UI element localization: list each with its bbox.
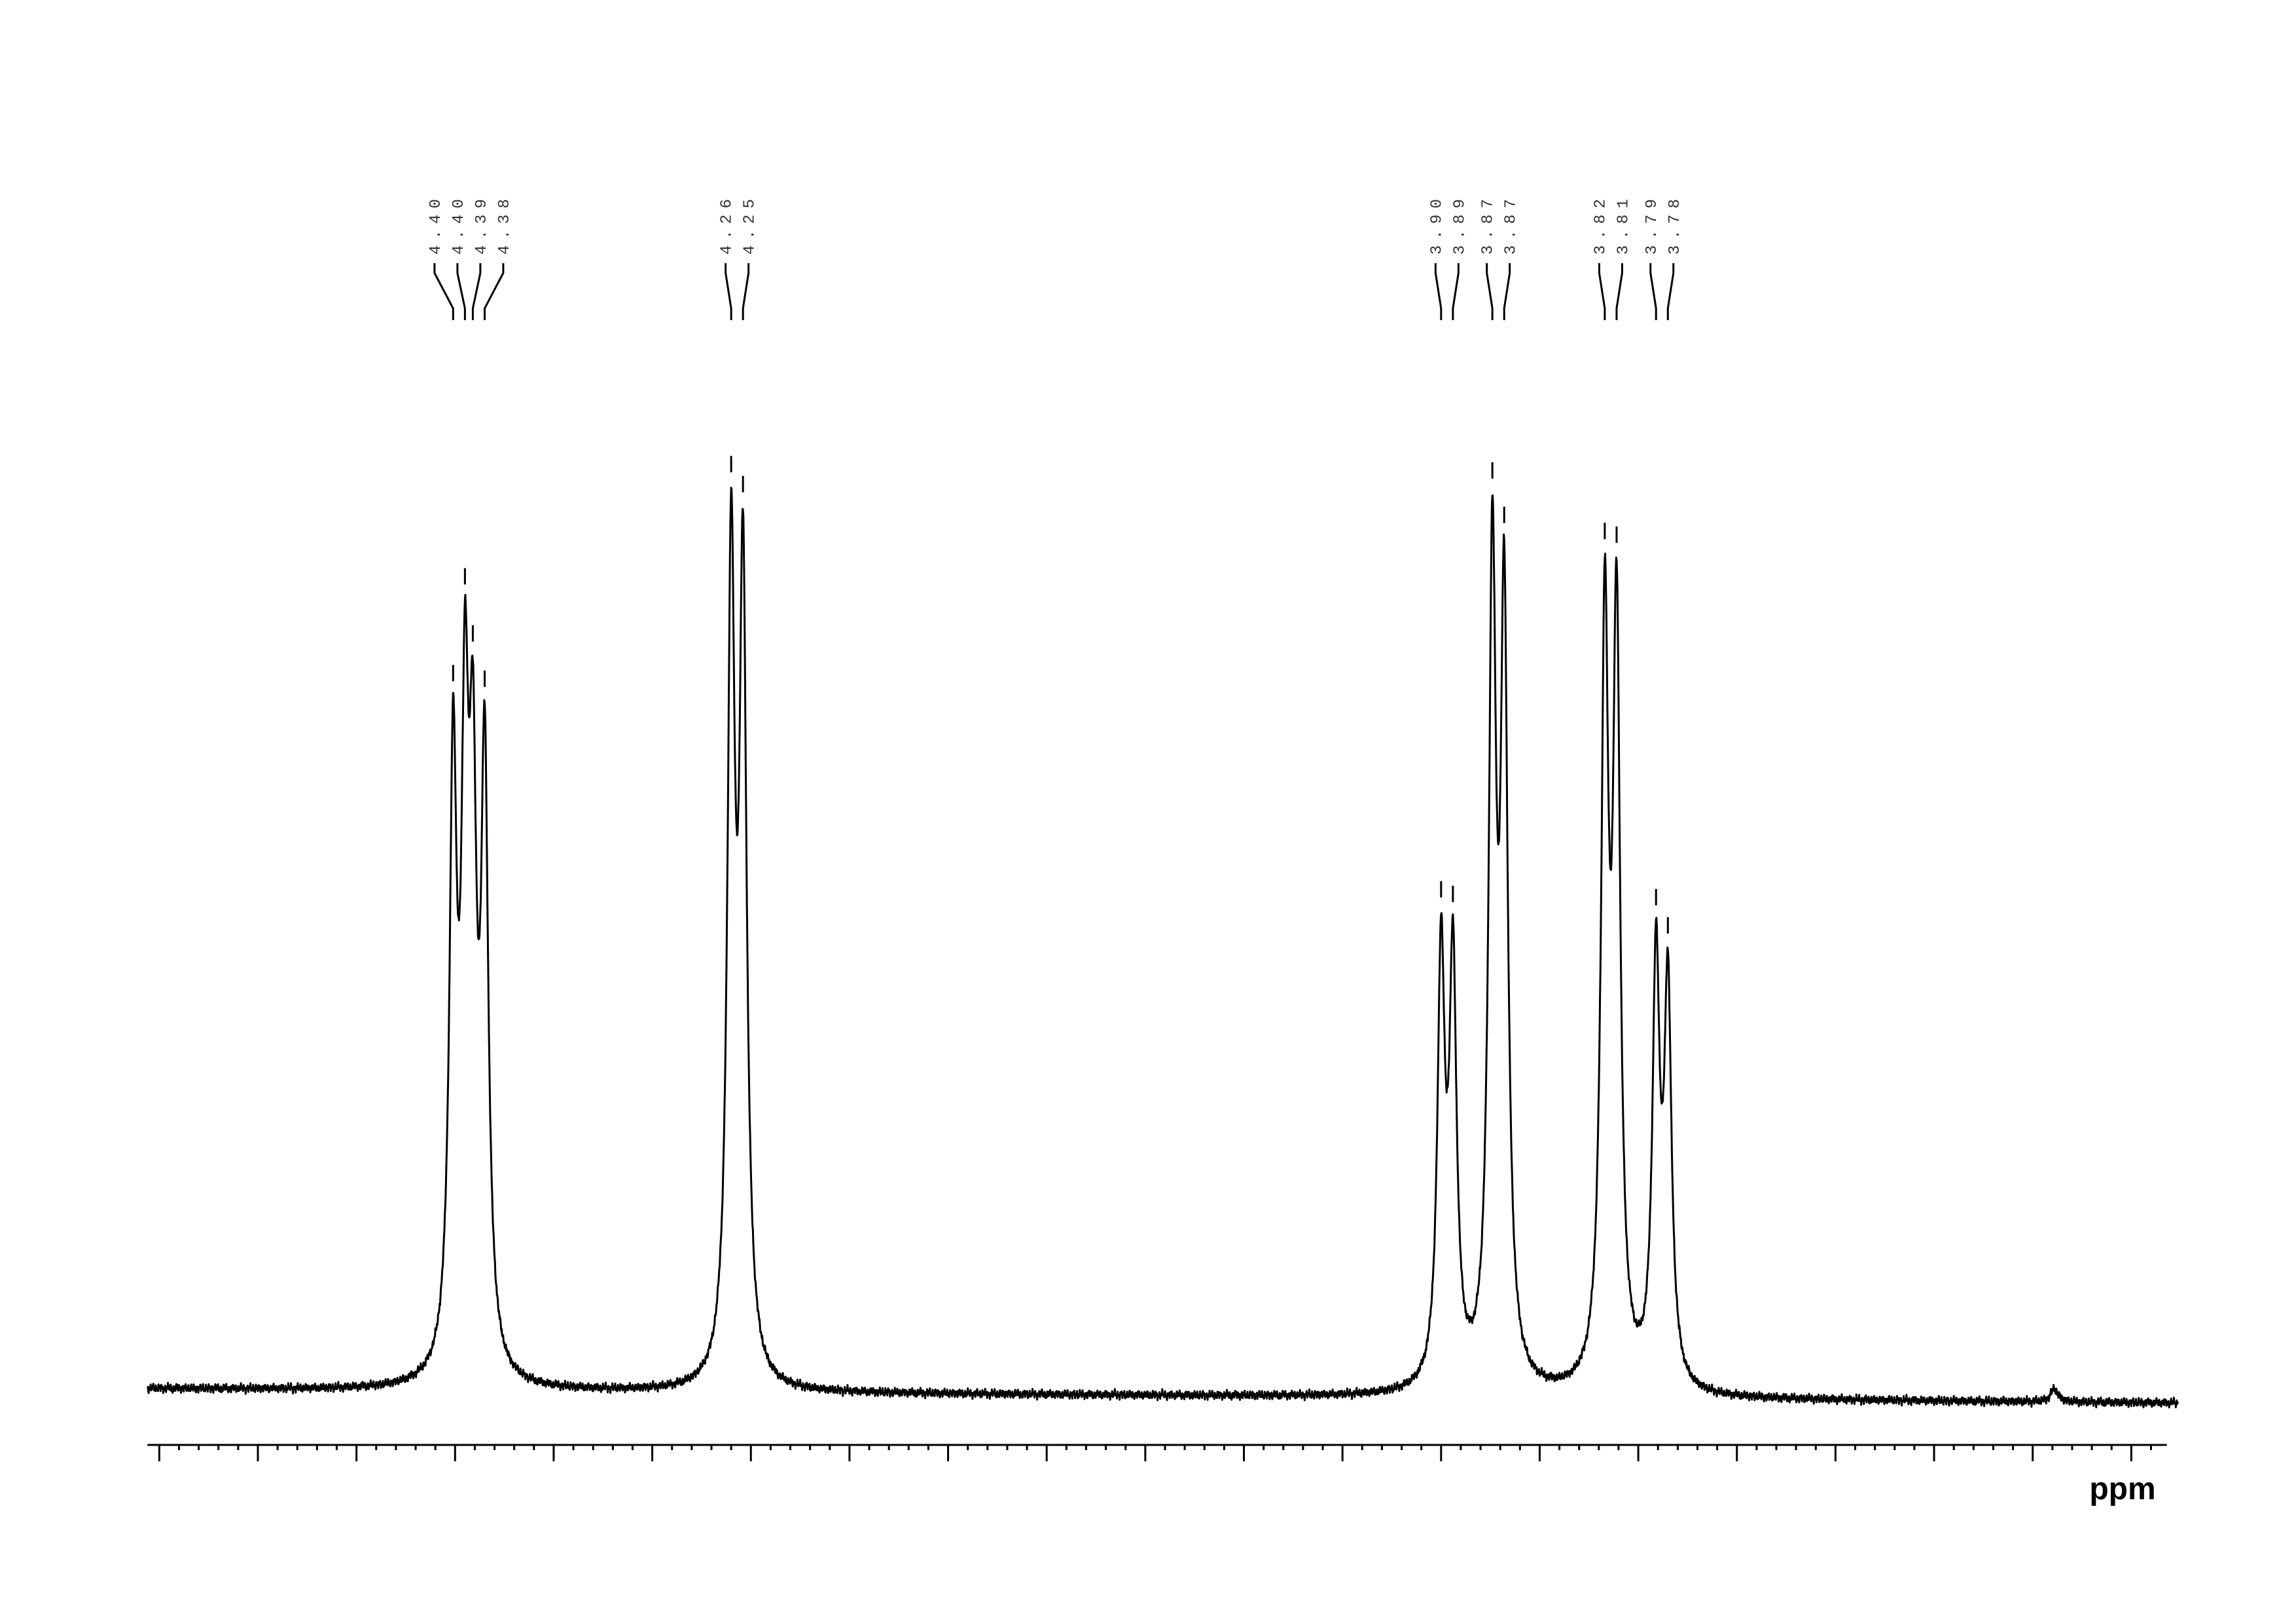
peak-label: 3.87	[1480, 199, 1498, 255]
peak-markers	[452, 456, 1669, 934]
spectrum-line	[147, 486, 2179, 1409]
peak-label: 3.89	[1451, 199, 1469, 255]
peak-label-connector	[1486, 263, 1494, 320]
peak-labels: 4.40 4.40 4.39 4.38 4.26 4.25 3.90 3.89 3.87 3.87…	[427, 199, 1684, 320]
peak-label-connector	[1434, 263, 1443, 320]
peak-label-connector	[1615, 263, 1623, 320]
peak-label: 4.40	[450, 199, 468, 255]
x-axis: ppm	[147, 1444, 2167, 1506]
peak-label-connector	[456, 263, 466, 320]
peak-label-connector	[1452, 263, 1460, 320]
peak-label-connector	[742, 263, 750, 320]
peak-label: 3.90	[1428, 199, 1446, 255]
peak-label: 3.81	[1615, 199, 1632, 255]
peak-label: 4.25	[742, 199, 759, 255]
peak-label: 3.82	[1592, 199, 1609, 255]
peak-label-connector	[1649, 263, 1657, 320]
peak-label: 4.38	[496, 199, 514, 255]
peak-label-connector	[433, 263, 454, 320]
peak-label-connector	[1503, 263, 1511, 320]
peak-label: 3.87	[1503, 199, 1520, 255]
peak-label: 4.39	[473, 199, 491, 255]
peak-label: 3.79	[1643, 199, 1661, 255]
peak-label: 3.78	[1666, 199, 1684, 255]
peak-label-connector	[471, 263, 482, 320]
peak-label: 4.40	[427, 199, 445, 255]
peak-label-connector	[725, 263, 732, 320]
peak-label: 4.26	[719, 199, 736, 255]
x-axis-unit-label: ppm	[2089, 1472, 2155, 1506]
peak-label-connector	[483, 263, 505, 320]
peak-label-connector	[1666, 263, 1675, 320]
peak-label-connector	[1598, 263, 1606, 320]
